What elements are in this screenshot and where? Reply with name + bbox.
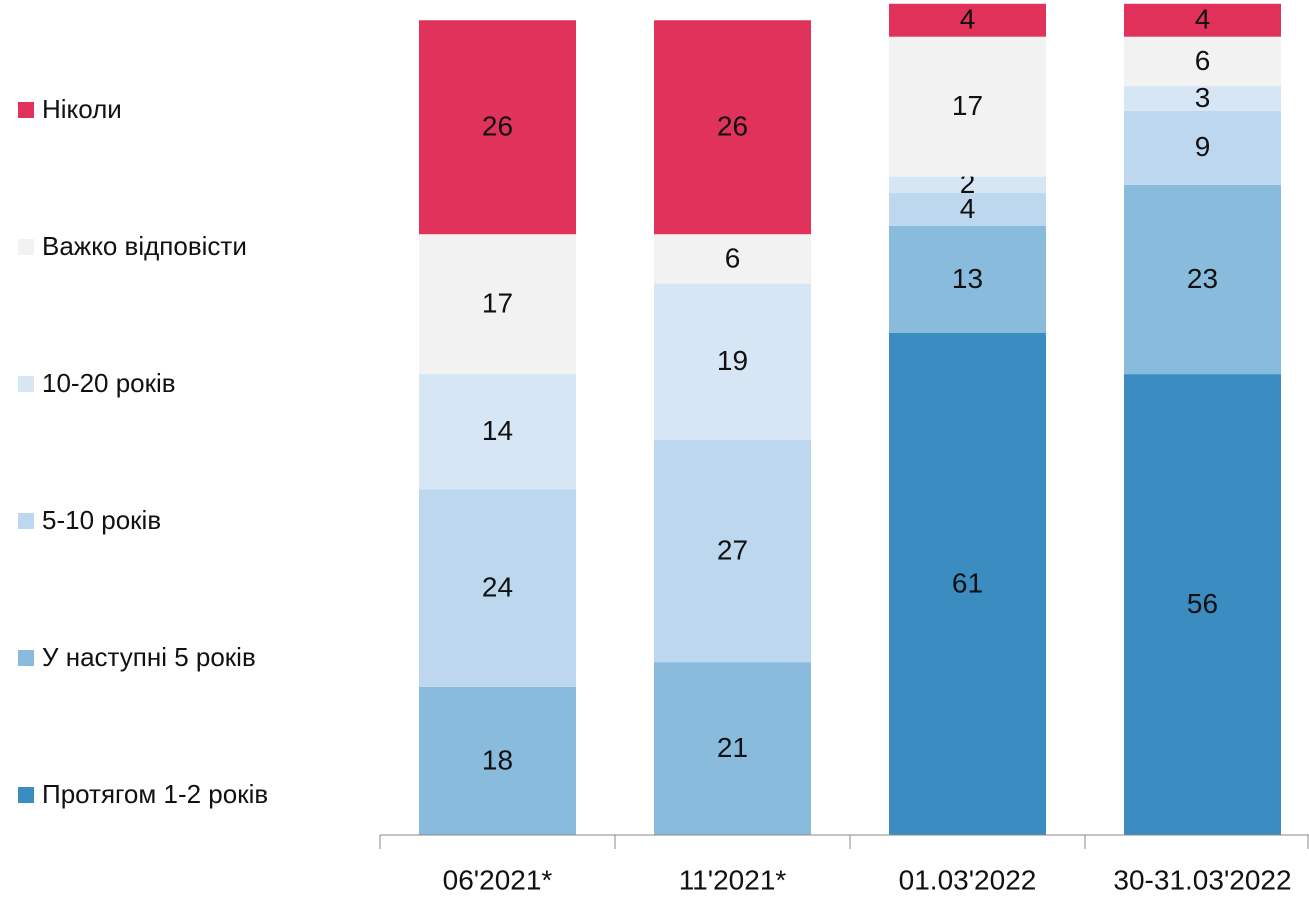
bar-segment xyxy=(654,662,811,835)
data-label: 24 xyxy=(482,571,513,602)
data-label: 14 xyxy=(482,415,513,446)
legend-label: Важко відповісти xyxy=(42,231,247,261)
bar-segment xyxy=(654,234,811,284)
legend-swatch xyxy=(18,376,34,392)
legend-swatch xyxy=(18,239,34,255)
bar-segment xyxy=(889,332,1046,835)
data-label: 18 xyxy=(482,744,513,775)
bar-segment xyxy=(1124,36,1281,87)
bar-segment xyxy=(1124,184,1281,375)
data-label: 13 xyxy=(952,263,983,294)
data-label: 17 xyxy=(952,90,983,121)
bar-segment xyxy=(1124,374,1281,835)
x-tick-label: 11'2021* xyxy=(679,864,787,895)
bar-segment xyxy=(889,225,1046,333)
data-label: 19 xyxy=(717,345,748,376)
legend-label: Протягом 1-2 років xyxy=(42,779,268,809)
bar-segment xyxy=(419,374,576,490)
data-label: 27 xyxy=(717,534,748,565)
bar-segment xyxy=(419,20,576,235)
legend-swatch xyxy=(18,102,34,118)
bar-segment xyxy=(654,283,811,440)
bar-segment xyxy=(419,234,576,375)
legend-swatch xyxy=(18,650,34,666)
legend-label: Ніколи xyxy=(42,94,122,124)
legend-swatch xyxy=(18,787,34,803)
bar-segment xyxy=(1124,86,1281,111)
bar-segment xyxy=(889,193,1046,226)
data-label: 4 xyxy=(960,4,976,35)
data-label: 61 xyxy=(952,567,983,598)
data-label: 3 xyxy=(1195,82,1211,113)
data-label: 23 xyxy=(1187,263,1218,294)
legend-swatch xyxy=(18,513,34,529)
data-label: 26 xyxy=(482,111,513,142)
data-label: 4 xyxy=(1195,4,1211,35)
data-label: 26 xyxy=(717,111,748,142)
bar-segment xyxy=(889,36,1046,177)
legend-label: У наступні 5 років xyxy=(42,642,256,672)
bar-segment xyxy=(1124,3,1281,37)
bar-segment xyxy=(654,439,811,663)
data-label: 9 xyxy=(1195,131,1211,162)
x-tick-label: 30-31.03'2022 xyxy=(1113,864,1291,895)
data-label: 56 xyxy=(1187,588,1218,619)
bar-segment xyxy=(1124,110,1281,185)
data-label: 4 xyxy=(960,193,976,224)
bar-segment xyxy=(889,3,1046,37)
bar-segment xyxy=(419,686,576,835)
bar-segment xyxy=(654,20,811,235)
data-label: 6 xyxy=(1195,45,1211,76)
bar-segment xyxy=(889,176,1046,194)
legend-label: 5-10 років xyxy=(42,505,161,535)
x-tick-label: 06'2021* xyxy=(443,864,553,895)
data-label: 17 xyxy=(482,288,513,319)
data-label: 21 xyxy=(717,732,748,763)
data-label: 6 xyxy=(725,242,741,273)
legend-label: 10-20 років xyxy=(42,368,176,398)
x-tick-label: 01.03'2022 xyxy=(899,864,1037,895)
bar-segment xyxy=(419,489,576,687)
